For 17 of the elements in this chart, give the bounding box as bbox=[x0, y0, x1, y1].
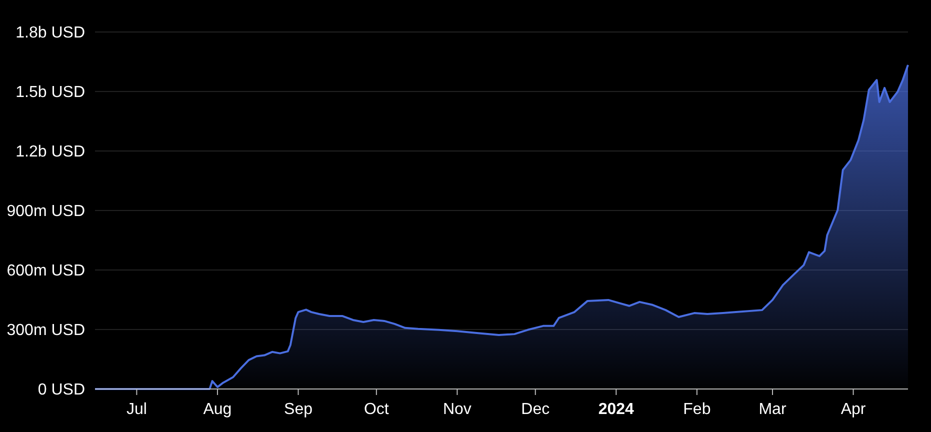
x-tick-label: Mar bbox=[758, 401, 787, 418]
x-tick-label: Aug bbox=[203, 401, 232, 418]
y-tick-label: 0 USD bbox=[38, 382, 85, 399]
y-tick-label: 600m USD bbox=[6, 262, 85, 280]
y-tick-label: 900m USD bbox=[6, 203, 85, 220]
x-tick-label: Feb bbox=[683, 401, 711, 418]
x-tick-label: Jul bbox=[126, 401, 147, 418]
y-tick-label: 1.5b USD bbox=[16, 84, 85, 102]
x-tick-label: Apr bbox=[840, 401, 866, 418]
x-tick-label: Dec bbox=[521, 401, 550, 418]
x-tick-label: Nov bbox=[442, 401, 472, 418]
x-tick-label: Oct bbox=[364, 401, 390, 418]
y-tick-label: 1.2b USD bbox=[16, 144, 85, 161]
x-tick-label: Sep bbox=[284, 401, 313, 418]
x-tick-label: 2024 bbox=[598, 401, 634, 418]
y-tick-label: 1.8b USD bbox=[16, 24, 85, 42]
y-tick-label: 300m USD bbox=[6, 322, 85, 340]
